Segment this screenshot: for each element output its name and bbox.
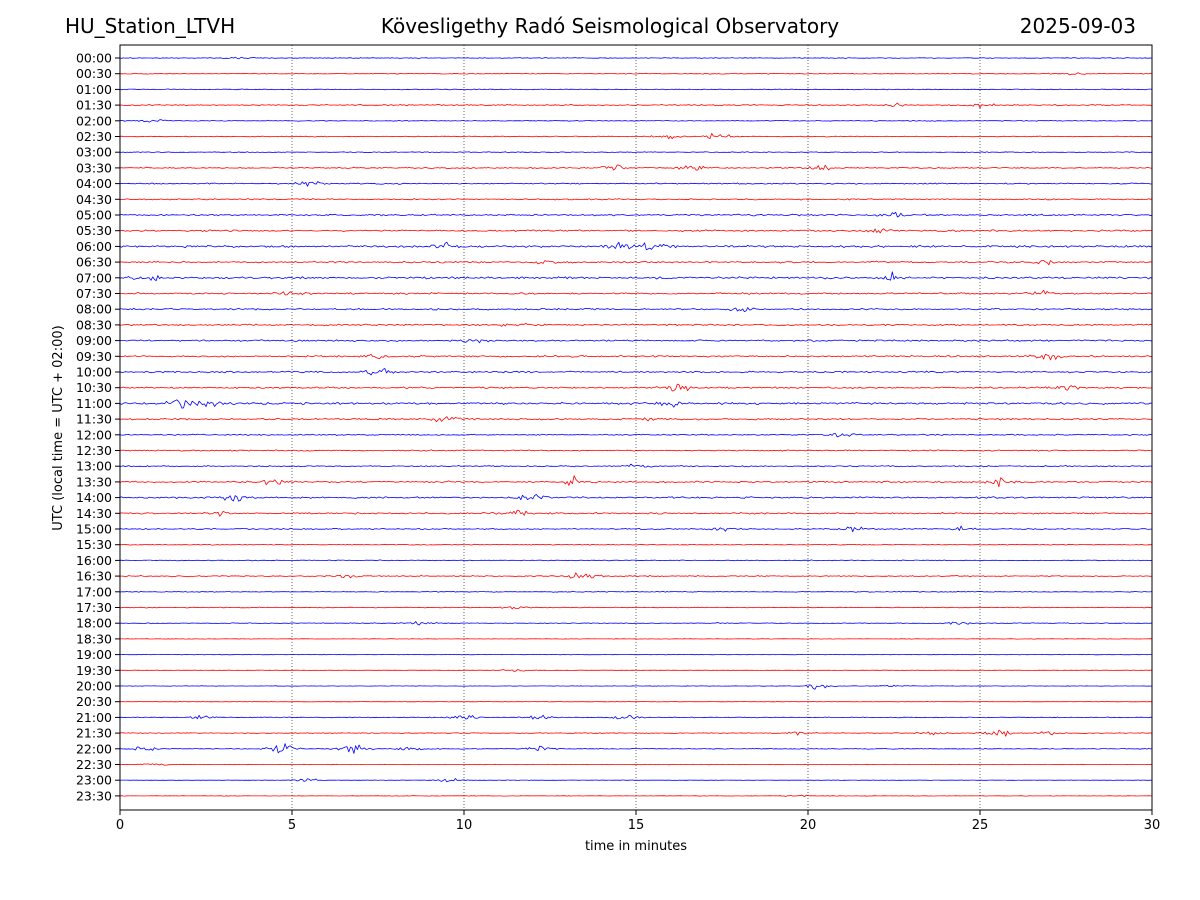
trace-0930 [119,353,1153,361]
x-tick-label: 5 [288,818,296,833]
trace-0230 [119,132,1153,140]
trace-0900 [119,339,1153,344]
x-tick-label: 0 [116,818,124,833]
y-tick-label: 19:00 [76,647,112,662]
y-tick-label: 09:00 [76,333,112,348]
y-tick-label: 05:00 [76,208,112,223]
station-label: HU_Station_LTVH [65,14,236,38]
y-tick-label: 21:00 [76,710,112,725]
y-tick-label: 09:30 [76,349,112,364]
trace-1800 [119,621,1152,626]
trace-2200 [119,743,1153,754]
y-tick-label: 07:30 [76,286,112,301]
x-tick-label: 10 [456,818,473,833]
trace-1330 [119,475,1153,488]
trace-0700 [119,271,1153,282]
x-tick-group: 0 5 10 15 20 25 30 [116,810,1160,833]
y-tick-label: 10:30 [76,380,112,395]
y-tick-label: 06:30 [76,255,112,270]
y-tick-label: 22:30 [76,757,112,772]
trace-1130 [119,416,1153,423]
y-tick-label: 23:00 [76,773,112,788]
y-tick-label: 18:00 [76,616,112,631]
y-tick-label: 00:00 [76,51,112,66]
y-tick-label: 18:30 [76,631,112,646]
y-tick-label: 19:30 [76,663,112,678]
x-tick-label: 20 [800,818,817,833]
y-tick-label: 01:30 [76,98,112,113]
date-label: 2025-09-03 [1019,14,1136,38]
trace-0730 [120,289,1153,296]
trace-2230 [119,763,1153,766]
trace-2000 [119,684,1153,690]
trace-1530 [120,543,1153,546]
y-tick-label: 08:30 [76,317,112,332]
y-tick-label: 23:30 [76,788,112,803]
grid-group [291,45,981,810]
y-tick-label: 02:30 [76,129,112,144]
y-tick-label: 01:00 [76,82,112,97]
trace-0300 [119,151,1152,154]
y-tick-label: 11:00 [76,396,112,411]
y-tick-label: 10:00 [76,365,112,380]
y-tick-label: 12:00 [76,427,112,442]
trace-1730 [119,606,1153,610]
y-tick-label: 22:00 [76,741,112,756]
y-tick-label: 12:30 [76,443,112,458]
y-axis-label: UTC (local time = UTC + 02:00) [51,325,66,530]
trace-0100 [119,88,1153,91]
y-tick-label: 02:00 [76,113,112,128]
y-tick-label: 17:00 [76,584,112,599]
y-tick-label: 20:30 [76,694,112,709]
y-tick-label: 04:00 [76,176,112,191]
trace-1930 [119,669,1152,672]
y-tick-label: 16:00 [76,553,112,568]
y-tick-label: 14:00 [76,490,112,505]
chart-title: Kövesligethy Radó Seismological Observat… [380,14,840,38]
y-tick-label: 05:30 [76,223,112,238]
y-tick-label: 15:30 [76,537,112,552]
trace-1100 [119,399,1153,409]
x-tick-label: 30 [1144,818,1161,833]
y-tick-label: 20:00 [76,679,112,694]
y-tick-label: 03:00 [76,145,112,160]
x-tick-label: 15 [628,818,645,833]
y-tick-label: 00:30 [76,66,112,81]
y-tick-label: 13:00 [76,459,112,474]
y-tick-label: 21:30 [76,726,112,741]
y-tick-label: 08:00 [76,302,112,317]
y-tick-label: 13:30 [76,474,112,489]
y-tick-label: 07:00 [76,270,112,285]
x-tick-label: 25 [972,818,989,833]
y-tick-label: 03:30 [76,160,112,175]
y-tick-label: 17:30 [76,600,112,615]
trace-1600 [119,559,1153,562]
trace-0500 [120,211,1153,218]
y-tick-label: 14:30 [76,506,112,521]
y-tick-label: 04:30 [76,192,112,207]
y-tick-label: 11:30 [76,412,112,427]
y-tick-label: 16:30 [76,569,112,584]
y-tick-label: 15:00 [76,522,112,537]
trace-0030 [119,72,1153,76]
y-tick-group: 00:0000:3001:0001:3002:0002:3003:0003:30… [76,51,120,803]
y-tick-label: 06:00 [76,239,112,254]
x-axis-label: time in minutes [585,839,687,854]
trace-0530 [120,228,1153,234]
